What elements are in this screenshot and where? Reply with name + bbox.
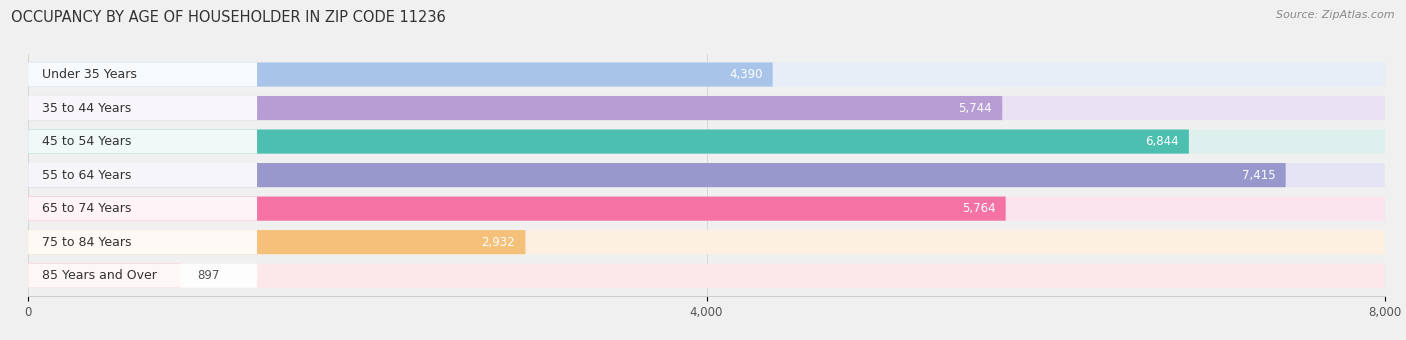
FancyBboxPatch shape [28,230,257,254]
FancyBboxPatch shape [28,230,1385,254]
FancyBboxPatch shape [28,96,257,120]
Text: 85 Years and Over: 85 Years and Over [42,269,156,282]
FancyBboxPatch shape [28,163,1385,187]
Text: OCCUPANCY BY AGE OF HOUSEHOLDER IN ZIP CODE 11236: OCCUPANCY BY AGE OF HOUSEHOLDER IN ZIP C… [11,10,446,25]
Text: 6,844: 6,844 [1144,135,1178,148]
Text: 5,744: 5,744 [959,102,993,115]
Text: Under 35 Years: Under 35 Years [42,68,136,81]
Text: 45 to 54 Years: 45 to 54 Years [42,135,131,148]
FancyBboxPatch shape [28,130,257,154]
FancyBboxPatch shape [28,230,526,254]
Text: 897: 897 [197,269,219,282]
FancyBboxPatch shape [28,63,1385,87]
Text: 35 to 44 Years: 35 to 44 Years [42,102,131,115]
Text: 65 to 74 Years: 65 to 74 Years [42,202,131,215]
FancyBboxPatch shape [28,130,1189,154]
Text: 2,932: 2,932 [482,236,515,249]
FancyBboxPatch shape [28,63,257,87]
FancyBboxPatch shape [28,264,1385,288]
Text: 7,415: 7,415 [1241,169,1275,182]
Text: 75 to 84 Years: 75 to 84 Years [42,236,131,249]
Text: Source: ZipAtlas.com: Source: ZipAtlas.com [1277,10,1395,20]
FancyBboxPatch shape [28,264,257,288]
FancyBboxPatch shape [28,130,1385,154]
FancyBboxPatch shape [28,163,1285,187]
FancyBboxPatch shape [28,264,180,288]
FancyBboxPatch shape [28,63,773,87]
Text: 5,764: 5,764 [962,202,995,215]
Text: 4,390: 4,390 [728,68,762,81]
FancyBboxPatch shape [28,197,1385,221]
Text: 55 to 64 Years: 55 to 64 Years [42,169,131,182]
FancyBboxPatch shape [28,197,1005,221]
FancyBboxPatch shape [28,96,1385,120]
FancyBboxPatch shape [28,163,257,187]
FancyBboxPatch shape [28,96,1002,120]
FancyBboxPatch shape [28,197,257,221]
